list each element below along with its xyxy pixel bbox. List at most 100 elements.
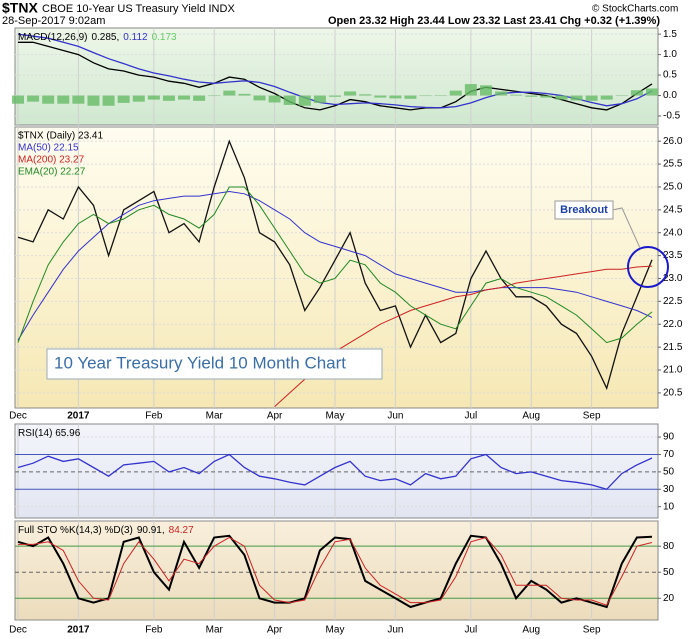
histogram-bar (434, 95, 447, 97)
legend-entry: 90.91, (137, 525, 165, 536)
histogram-bar (72, 95, 85, 104)
legend-entry: MA(200) 23.27 (18, 155, 85, 166)
series-line (17, 190, 653, 341)
histogram-bar (147, 95, 160, 100)
histogram-bar (57, 95, 70, 104)
histogram-bar (238, 93, 251, 96)
symbol: $TNX (2, 0, 38, 16)
x-tick-label: May (326, 411, 345, 422)
panel-background (14, 423, 659, 519)
histogram-bar (162, 95, 175, 101)
histogram-bar (42, 95, 55, 104)
y-tick-label: 20 (663, 593, 675, 604)
y-tick-label: 1.5 (663, 29, 677, 40)
series-line (17, 186, 653, 344)
breakout-label: Breakout (560, 204, 608, 216)
y-tick-label: 70 (663, 449, 675, 460)
histogram-bar (27, 95, 40, 102)
x-tick-label: Feb (145, 625, 163, 636)
histogram-bar (630, 90, 643, 96)
breakout-circle (627, 246, 669, 288)
instrument-name: CBOE 10-Year US Treasury Yield INDX (42, 3, 235, 15)
histogram-bar (600, 95, 613, 100)
y-tick-label: 26.0 (663, 136, 683, 147)
y-tick-label: -0.5 (663, 111, 681, 122)
y-tick-label: 1.0 (663, 49, 677, 60)
y-tick-label: 21.5 (663, 342, 683, 353)
y-tick-label: 25.0 (663, 182, 683, 193)
histogram-bar (374, 95, 387, 98)
y-tick-label: 23.5 (663, 250, 683, 261)
histogram-bar (615, 95, 628, 97)
x-tick-label: Jun (387, 411, 403, 422)
histogram-bar (419, 95, 432, 97)
y-tick-label: 24.0 (663, 227, 683, 238)
legend-entry: $TNX (Daily) 23.41 (18, 131, 103, 142)
histogram-bar (479, 85, 492, 96)
x-tick-label: Dec (9, 411, 27, 422)
x-tick-label: Aug (522, 411, 540, 422)
legend: Full STO %K(14,3) %D(3) 90.91, 84.27 (18, 525, 194, 536)
y-tick-label: 80 (663, 541, 675, 552)
y-tick-label: 50 (663, 467, 675, 478)
histogram-bar (268, 95, 281, 103)
legend-entry: RSI(14) 65.96 (18, 428, 81, 439)
caption-box (46, 348, 383, 380)
panel-background (14, 27, 659, 126)
date: 28-Sep-2017 9:02am (2, 15, 105, 27)
histogram-bar (329, 95, 341, 97)
histogram-bar (87, 95, 100, 106)
x-tick-label: Jun (387, 625, 403, 636)
y-tick-label: 30 (663, 484, 675, 495)
histogram-bar (313, 95, 326, 103)
legend-entry: EMA(20) 22.27 (18, 167, 86, 178)
y-tick-label: 20.5 (663, 388, 683, 399)
callout-line (611, 207, 641, 249)
histogram-bar (344, 91, 357, 96)
series-line (18, 536, 653, 606)
quote: Open 23.32 High 23.44 Low 23.32 Last 23.… (328, 15, 660, 27)
histogram-bar (223, 90, 236, 96)
histogram-bar (253, 95, 266, 101)
x-tick-label: 2017 (67, 625, 90, 636)
y-tick-label: 90 (663, 432, 675, 443)
series-line (18, 41, 653, 111)
y-tick-label: 25.5 (663, 159, 683, 170)
histogram-bar (132, 95, 145, 102)
legend-entry: MA(50) 22.15 (18, 143, 79, 154)
histogram-bar (208, 95, 221, 97)
y-tick-label: 22.0 (663, 319, 683, 330)
histogram-bar (449, 90, 462, 96)
y-tick-label: 22.5 (663, 296, 683, 307)
legend: MACD(12,26,9) 0.285, 0.112 0.173 (18, 32, 177, 43)
histogram-bar (102, 95, 115, 106)
x-tick-label: Aug (522, 625, 540, 636)
x-tick-label: Apr (267, 625, 283, 636)
histogram-bar (555, 95, 568, 100)
histogram-bar (298, 95, 311, 106)
copyright: © StockCharts.com (592, 4, 678, 15)
y-tick-label: 24.5 (663, 204, 683, 215)
y-tick-label: 0.0 (663, 90, 677, 101)
histogram-bar (178, 95, 191, 100)
y-tick-label: 10 (663, 501, 675, 512)
legend-entry: 0.173 (152, 32, 177, 43)
histogram-bar (12, 95, 24, 104)
histogram-bar (510, 94, 523, 96)
x-tick-label: Apr (267, 411, 283, 422)
x-tick-label: Mar (206, 411, 224, 422)
legend-entry: 0.112 (123, 32, 148, 43)
legend-entry: 84.27 (169, 525, 194, 536)
series-line (17, 534, 653, 609)
histogram-bar (540, 95, 553, 98)
panel-background (14, 520, 659, 621)
caption: 10 Year Treasury Yield 10 Month Chart (54, 353, 346, 372)
histogram-bar (359, 94, 372, 96)
series-line (17, 139, 653, 391)
x-tick-label: Jul (464, 411, 477, 422)
histogram-bar (646, 88, 658, 96)
x-tick-label: Sep (583, 411, 601, 422)
legend-entry: 0.285, (91, 32, 119, 43)
x-tick-label: May (326, 625, 345, 636)
